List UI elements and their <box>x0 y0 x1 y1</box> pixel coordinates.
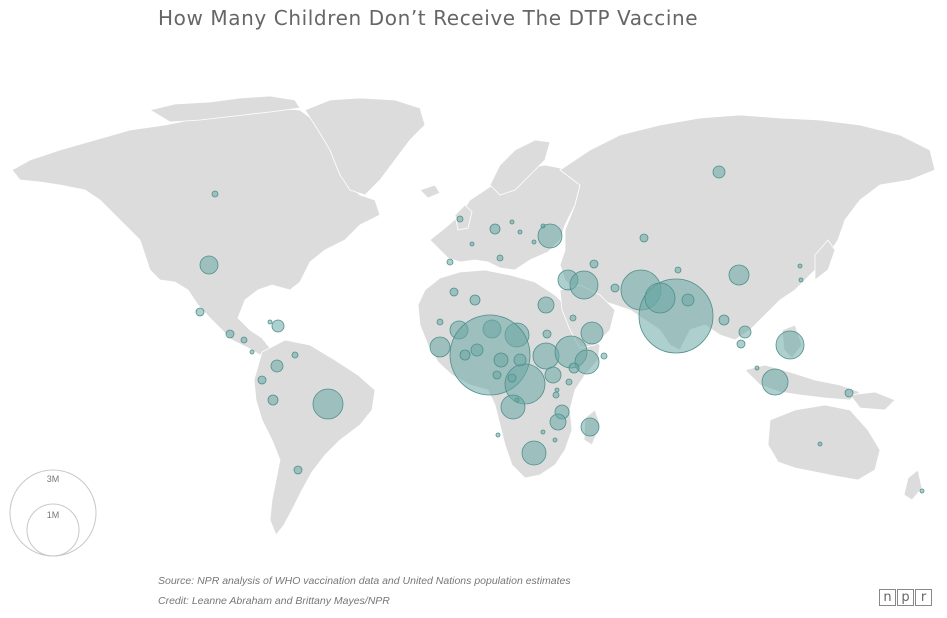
credit-note: Credit: Leanne Abraham and Brittany Maye… <box>158 595 390 607</box>
land-new-zealand <box>903 469 923 501</box>
country-bubble <box>470 343 484 357</box>
country-bubble <box>844 388 854 398</box>
country-bubble <box>537 296 555 314</box>
country-bubble <box>580 321 604 345</box>
legend-label-1m: 1M <box>47 510 60 520</box>
country-bubble <box>644 282 676 314</box>
country-bubble <box>552 437 558 443</box>
country-bubble <box>798 277 804 283</box>
land-masses <box>11 95 936 536</box>
country-bubble <box>270 359 284 373</box>
country-bubble <box>496 254 504 262</box>
land-scandinavia <box>489 139 551 196</box>
land-greenland <box>304 97 426 196</box>
country-bubble <box>240 336 248 344</box>
land-australia <box>767 404 881 481</box>
country-bubble <box>469 294 481 306</box>
legend-circle-1m <box>26 503 80 557</box>
country-bubble <box>736 339 746 349</box>
country-bubble <box>589 259 599 269</box>
country-bubble <box>610 283 620 293</box>
npr-logo-letter-r: r <box>915 589 932 606</box>
country-bubble <box>199 255 219 275</box>
npr-logo-letter-p: p <box>897 589 914 606</box>
country-bubble <box>195 307 205 317</box>
country-bubble <box>469 241 475 247</box>
country-bubble <box>549 413 567 431</box>
country-bubble <box>817 441 823 447</box>
country-bubble <box>574 349 600 375</box>
country-bubble <box>600 352 608 360</box>
country-bubble <box>568 362 580 374</box>
country-bubble <box>540 223 546 229</box>
country-bubble <box>712 165 726 179</box>
land-japan <box>814 239 836 281</box>
country-bubble <box>554 387 560 393</box>
country-bubble <box>495 432 501 438</box>
country-bubble <box>446 258 454 266</box>
map-title: How Many Children Don’t Receive The DTP … <box>158 6 699 30</box>
country-bubble <box>674 266 682 274</box>
country-bubble <box>492 370 502 380</box>
country-bubble <box>728 264 750 286</box>
country-bubble <box>775 330 805 360</box>
land-arctic-islands <box>148 95 301 123</box>
country-bubble <box>507 373 517 383</box>
country-bubble <box>540 429 546 435</box>
country-bubble <box>509 219 515 225</box>
land-asia <box>559 114 936 351</box>
country-bubble <box>544 366 562 384</box>
country-bubble <box>267 319 273 325</box>
country-bubble <box>718 314 730 326</box>
legend-label-3m: 3M <box>47 474 60 484</box>
country-bubble <box>429 336 451 358</box>
country-bubble <box>797 263 803 269</box>
country-bubble <box>738 325 752 339</box>
land-uk <box>454 204 473 231</box>
land-north-america <box>11 107 381 356</box>
country-bubble <box>537 223 563 249</box>
country-bubble <box>493 352 509 368</box>
country-bubble <box>489 223 501 235</box>
country-bubble <box>293 465 303 475</box>
country-bubble <box>514 397 520 403</box>
country-bubble <box>569 314 577 322</box>
country-bubble <box>521 440 547 466</box>
bubble-layer <box>195 165 925 494</box>
npr-logo-letter-n: n <box>879 589 896 606</box>
size-legend: 3M 1M <box>9 469 97 557</box>
country-bubble <box>249 349 255 355</box>
country-bubble <box>639 233 649 243</box>
country-bubble <box>257 375 267 385</box>
land-new-guinea <box>849 391 896 411</box>
country-bubble <box>517 229 523 235</box>
country-bubble <box>271 319 285 333</box>
country-bubble <box>513 353 527 367</box>
country-bubble <box>449 287 459 297</box>
country-bubble <box>681 293 695 307</box>
country-bubble <box>565 378 573 386</box>
country-bubble <box>580 417 600 437</box>
country-bubble <box>312 388 344 420</box>
land-south-america <box>253 339 376 536</box>
country-bubble <box>761 368 789 396</box>
country-bubble <box>459 349 471 361</box>
country-bubble <box>225 329 235 339</box>
country-bubble <box>436 318 444 326</box>
country-bubble <box>754 365 760 371</box>
land-iceland <box>419 184 441 199</box>
country-bubble <box>456 215 464 223</box>
country-bubble <box>531 239 537 245</box>
country-bubble <box>500 394 526 420</box>
country-bubble <box>919 488 925 494</box>
country-bubble <box>211 190 219 198</box>
country-bubble <box>267 394 279 406</box>
country-bubble <box>569 270 599 300</box>
country-bubble <box>542 329 552 339</box>
source-note: Source: NPR analysis of WHO vaccination … <box>158 575 571 587</box>
npr-logo: n p r <box>879 589 932 606</box>
country-bubble <box>552 391 560 399</box>
country-bubble <box>291 351 299 359</box>
